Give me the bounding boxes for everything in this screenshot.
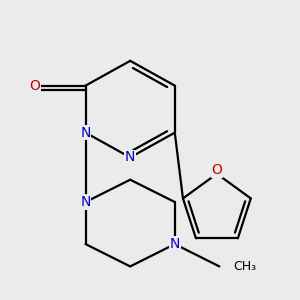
Text: O: O	[30, 79, 40, 93]
Text: N: N	[125, 150, 135, 164]
Text: N: N	[80, 195, 91, 209]
Text: CH₃: CH₃	[233, 260, 256, 273]
Text: N: N	[169, 237, 180, 251]
Text: O: O	[212, 163, 222, 177]
Text: N: N	[80, 126, 91, 140]
